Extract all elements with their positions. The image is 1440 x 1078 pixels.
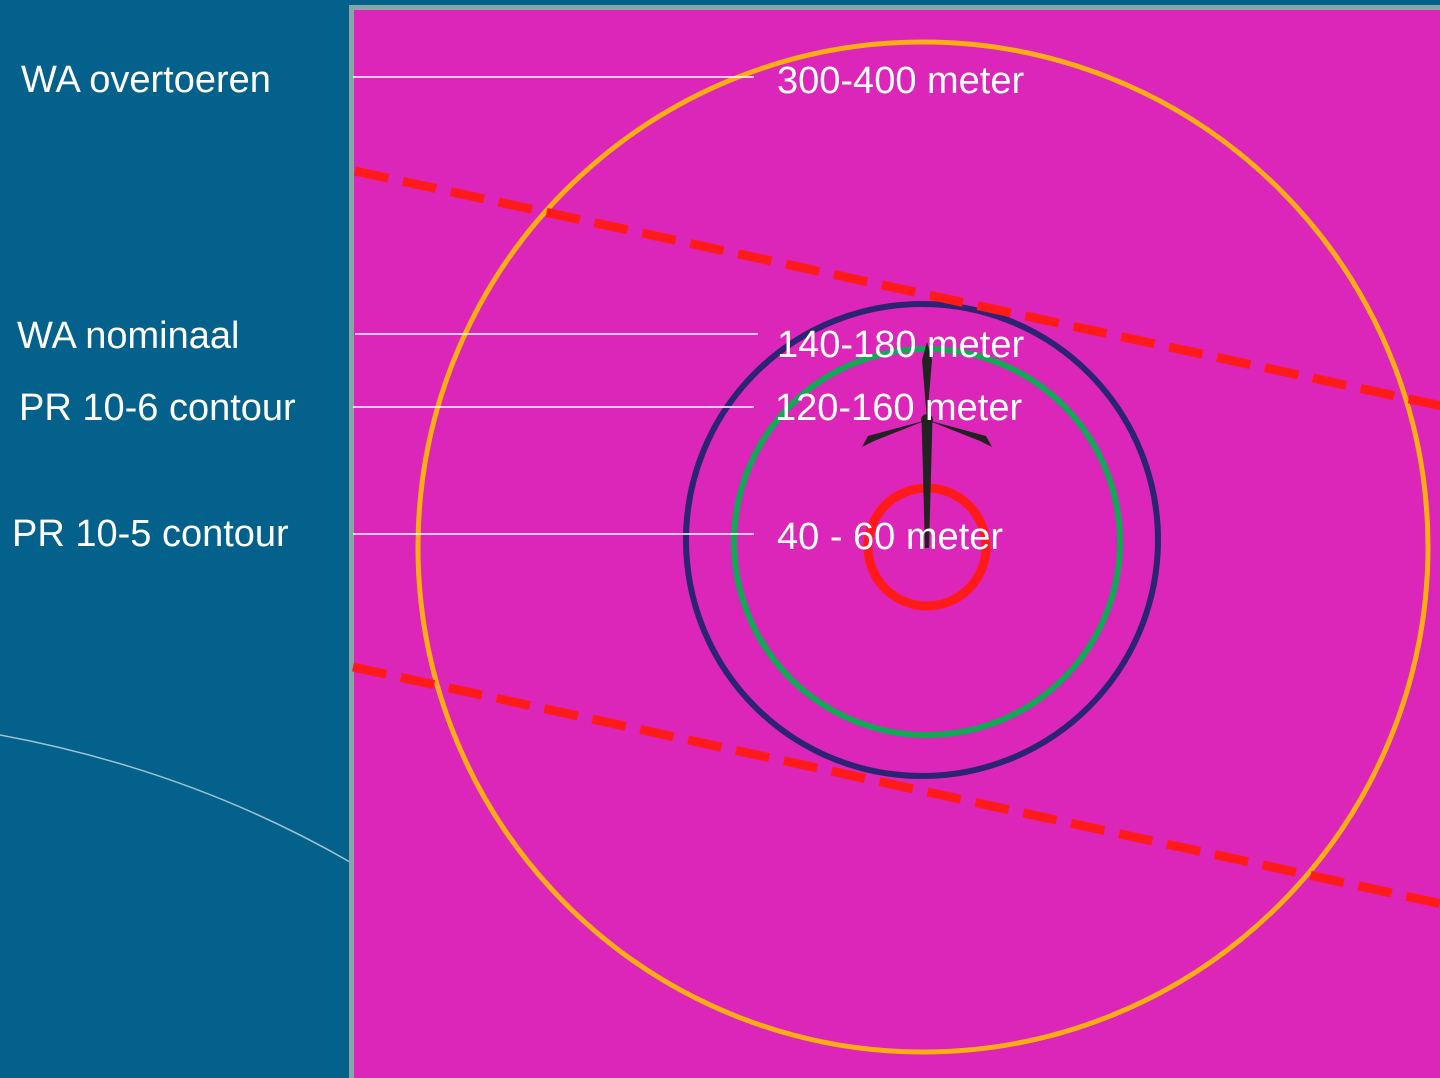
- corridor-boundary-lower: [352, 662, 1440, 909]
- wind-turbine-icon: [862, 342, 992, 548]
- label-wa-nominaal: WA nominaal: [17, 315, 239, 357]
- label-pr-10-5-contour: PR 10-5 contour: [12, 513, 289, 555]
- distance-pr-10-6: 120-160 meter: [775, 387, 1022, 429]
- distance-wa-overtoeren: 300-400 meter: [777, 60, 1024, 102]
- wa-nominaal-ring: [683, 301, 1161, 779]
- corridor-boundary-upper: [354, 166, 1440, 411]
- wa-overtoeren-ring: [415, 39, 1431, 1055]
- background-curve: [0, 734, 351, 863]
- label-wa-overtoeren: WA overtoeren: [21, 59, 271, 101]
- distance-pr-10-5: 40 - 60 meter: [777, 516, 1003, 558]
- label-pr-10-6-contour: PR 10-6 contour: [19, 387, 296, 429]
- map-panel: [349, 5, 1440, 1078]
- distance-wa-nominaal: 140-180 meter: [777, 324, 1024, 366]
